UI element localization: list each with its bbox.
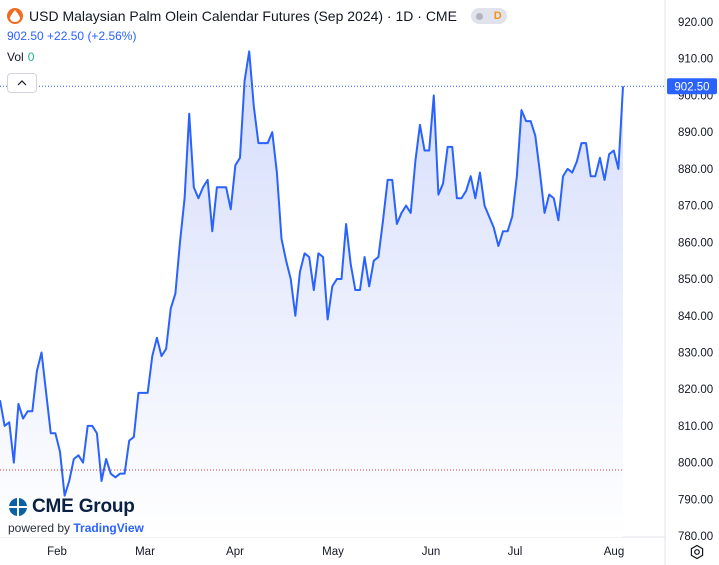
market-status-icon [476, 12, 484, 20]
y-tick-label: 810.00 [678, 421, 713, 433]
y-tick-label: 870.00 [678, 201, 713, 213]
tradingview-link[interactable]: TradingView [73, 521, 144, 535]
y-tick-label: 790.00 [678, 494, 713, 506]
settings-icon[interactable] [689, 544, 705, 560]
x-tick-label: Mar [135, 546, 155, 558]
y-tick-label: 780.00 [678, 531, 713, 543]
y-tick-label: 820.00 [678, 384, 713, 396]
volume-legend: Vol 0 [7, 50, 34, 64]
x-tick-label: Jul [508, 546, 523, 558]
powered-by-text: powered by [8, 521, 71, 535]
brand-name: CME Group [32, 496, 135, 517]
price-series-line [0, 50, 624, 497]
volume-label: Vol [7, 50, 24, 64]
y-tick-label: 850.00 [678, 274, 713, 286]
y-tick-label: 840.00 [678, 311, 713, 323]
chart-header: USD Malaysian Palm Olein Calendar Future… [7, 6, 507, 26]
cme-group-logo[interactable]: CME Group powered by TradingView [8, 496, 144, 535]
last-price-value: 902.50 [7, 29, 44, 43]
y-tick-label: 830.00 [678, 347, 713, 359]
volume-value: 0 [27, 50, 35, 64]
cme-drop-icon [7, 8, 23, 24]
collapse-legend-button[interactable] [7, 73, 37, 93]
price-change-percent: (+2.56%) [87, 29, 137, 43]
last-price-label-group: 902.50 [667, 78, 717, 95]
price-summary: 902.50 +22.50 (+2.56%) [7, 29, 136, 43]
x-tick-label: May [322, 546, 344, 558]
x-tick-label: Apr [226, 546, 244, 558]
y-tick-label: 860.00 [678, 237, 713, 249]
price-area-fill [0, 51, 623, 537]
y-tick-label: 800.00 [678, 458, 713, 470]
x-tick-label: Jun [422, 546, 441, 558]
market-status-letter: D [493, 10, 502, 22]
symbol-title[interactable]: USD Malaysian Palm Olein Calendar Future… [29, 8, 457, 24]
price-line [0, 50, 624, 497]
x-tick-label: Feb [47, 546, 67, 558]
y-tick-label: 890.00 [678, 127, 713, 139]
price-axis: 780.00 790.00 800.00 810.00 820.00 830.00 840.… [678, 17, 713, 543]
time-axis: Feb Mar Apr May Jun Jul Aug [47, 546, 624, 558]
cme-globe-icon [9, 498, 27, 516]
price-area [0, 51, 623, 537]
y-tick-label: 910.00 [678, 54, 713, 66]
y-tick-label: 880.00 [678, 164, 713, 176]
y-tick-label: 920.00 [678, 17, 713, 29]
chevron-up-icon [17, 80, 27, 86]
last-price-label-bg [667, 78, 717, 95]
x-tick-label: Aug [604, 546, 624, 558]
last-price-label: 902.50 [674, 81, 709, 93]
price-change: +22.50 [47, 29, 85, 43]
market-status-badge[interactable]: D [470, 8, 507, 24]
